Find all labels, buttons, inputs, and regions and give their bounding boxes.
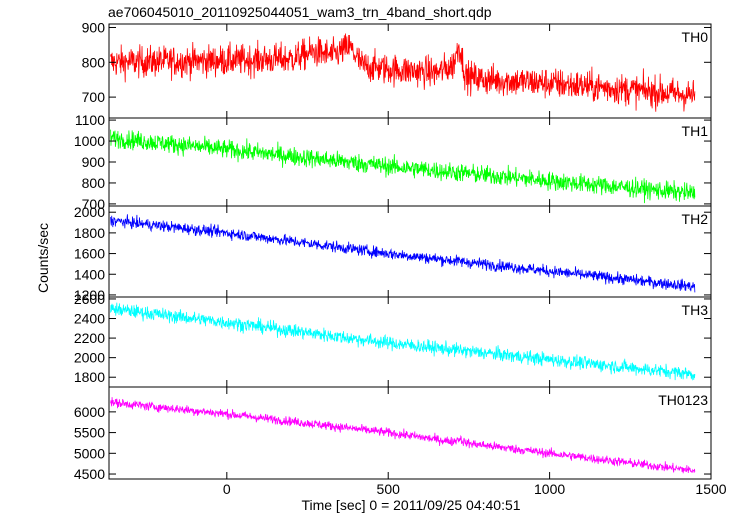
y-tick-label: 1400 xyxy=(74,266,105,282)
plot-panels: 700 800 900 TH0 700 800 900 1000 1100 TH1 1200 1400… xyxy=(74,19,712,482)
series-line-th0 xyxy=(110,33,696,112)
x-tick-label: 0 xyxy=(223,481,231,497)
y-tick-label: 1800 xyxy=(74,225,105,241)
y-tick-label: 2000 xyxy=(74,350,105,366)
y-tick-label: 700 xyxy=(82,196,106,212)
panel-frame xyxy=(108,386,712,480)
panel-label: TH3 xyxy=(682,302,709,318)
panel-label: TH0 xyxy=(682,29,709,45)
panel-th0123: 4500 5000 5500 6000 TH0123 xyxy=(74,386,712,482)
panel-frame xyxy=(108,117,712,207)
panel-th1: 700 800 900 1000 1100 TH1 xyxy=(74,112,712,212)
y-tick-label: 1200 xyxy=(74,287,105,303)
series-line-th0123 xyxy=(110,397,696,474)
y-tick-label: 1100 xyxy=(75,112,105,128)
x-tick-label: 1500 xyxy=(695,481,726,497)
series-line-th3 xyxy=(110,302,696,381)
y-tick-label: 700 xyxy=(82,89,106,105)
panel-frame xyxy=(108,205,712,298)
panel-th2: 1200 1400 1600 1800 2000 TH2 xyxy=(74,204,712,303)
chart-title: ae706045010_20110925044051_wam3_trn_4ban… xyxy=(108,4,492,20)
y-tick-label: 1000 xyxy=(74,133,105,149)
panel-label: TH1 xyxy=(682,123,709,139)
y-tick-label: 2600 xyxy=(74,291,105,307)
y-tick-label: 2000 xyxy=(74,204,105,220)
panel-th0: 700 800 900 TH0 xyxy=(82,19,712,119)
y-tick-label: 800 xyxy=(82,175,106,191)
series-line-th2 xyxy=(110,214,696,293)
y-tick-label: 5000 xyxy=(74,445,105,461)
x-tick-label: 1000 xyxy=(534,481,565,497)
y-tick-label: 6000 xyxy=(74,404,105,420)
panel-label: TH0123 xyxy=(658,392,708,408)
y-tick-label: 2200 xyxy=(74,330,105,346)
x-tick-label: 500 xyxy=(377,481,401,497)
panel-th3: 1800 2000 2200 2400 2600 TH3 xyxy=(74,291,712,388)
y-tick-label: 900 xyxy=(82,154,106,170)
y-tick-label: 4500 xyxy=(74,466,105,482)
panel-frame xyxy=(108,296,712,388)
y-tick-label: 5500 xyxy=(74,425,105,441)
y-tick-label: 900 xyxy=(82,19,106,35)
y-tick-label: 1800 xyxy=(74,369,105,385)
y-axis-label: Counts/sec xyxy=(35,223,51,293)
y-tick-label: 2400 xyxy=(74,311,105,327)
panel-label: TH2 xyxy=(682,211,709,227)
y-tick-label: 1600 xyxy=(74,246,105,262)
x-axis-label: Time [sec] 0 = 2011/09/25 04:40:51 xyxy=(301,497,520,513)
series-line-th1 xyxy=(110,129,696,204)
x-axis: 0 500 1000 1500 xyxy=(223,481,727,497)
y-tick-label: 800 xyxy=(82,54,106,70)
